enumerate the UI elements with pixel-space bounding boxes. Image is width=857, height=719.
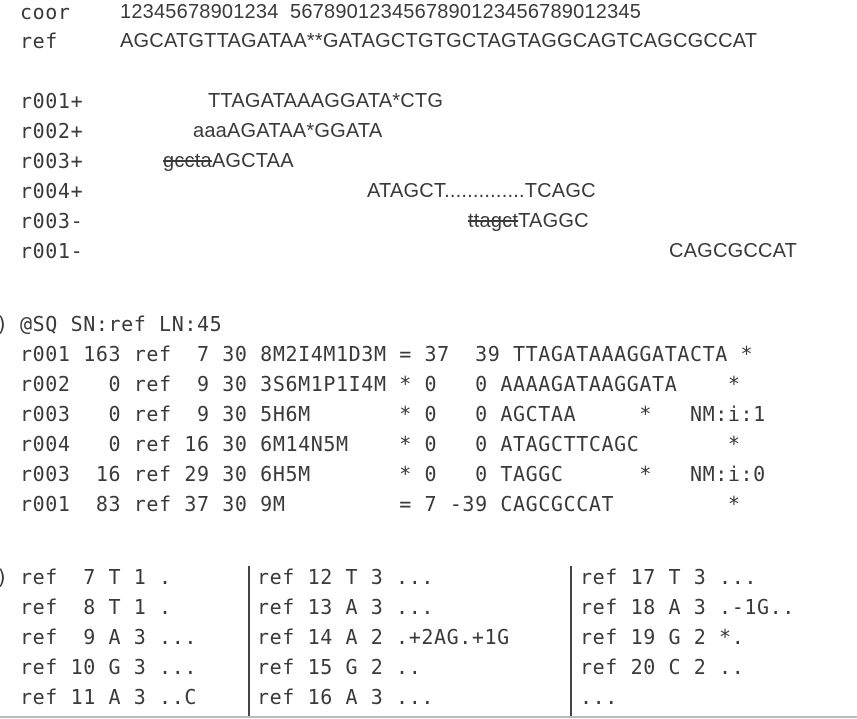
panel-marker: ) xyxy=(0,312,9,336)
sam-header: @SQ SN:ref LN:45 xyxy=(20,312,223,336)
pileup-row: ref 13 A 3 ... xyxy=(257,595,434,619)
coor-label: coor xyxy=(20,0,71,24)
bottom-divider xyxy=(0,716,857,718)
read-label: r004+ xyxy=(20,179,84,203)
column-divider xyxy=(570,566,572,716)
pileup-row: ref 8 T 1 . xyxy=(20,595,172,619)
pileup-row: ref 20 C 2 .. xyxy=(580,655,745,679)
read-label: r001- xyxy=(20,239,84,263)
sam-row: r001 163 ref 7 30 8M2I4M1D3M = 37 39 TTA… xyxy=(20,342,754,366)
pileup-row: ref 15 G 2 .. xyxy=(257,655,422,679)
pileup-row: ref 17 T 3 ... xyxy=(580,565,757,589)
read-sequence: gcctaAGCTAA xyxy=(163,149,294,173)
read-clipped: ttagct xyxy=(468,210,519,232)
read-clipped: gccta xyxy=(163,150,212,172)
read-aligned: TTAGATAAAGGATA*CTG xyxy=(208,90,444,112)
sam-row: r003 0 ref 9 30 5H6M * 0 0 AGCTAA * NM:i… xyxy=(20,402,766,426)
read-label: r003- xyxy=(20,209,84,233)
pileup-row: ref 10 G 3 ... xyxy=(20,655,197,679)
read-sequence: CAGCGCCAT xyxy=(669,239,797,263)
sam-row: r003 16 ref 29 30 6H5M * 0 0 TAGGC * NM:… xyxy=(20,462,766,486)
pileup-row: ref 11 A 3 ..C xyxy=(20,685,197,709)
pileup-row: ref 12 T 3 ... xyxy=(257,565,434,589)
read-sequence: aaaAGATAA*GGATA xyxy=(193,119,382,143)
pileup-row: ref 18 A 3 .-1G.. xyxy=(580,595,795,619)
ref-label: ref xyxy=(20,29,58,53)
coor-sequence: 12345678901234 5678901234567890123456789… xyxy=(120,1,642,23)
sam-row: r002 0 ref 9 30 3S6M1P1I4M * 0 0 AAAAGAT… xyxy=(20,372,741,396)
read-sequence: ttagctTAGGC xyxy=(468,209,589,233)
sam-row: r004 0 ref 16 30 6M14N5M * 0 0 ATAGCTTCA… xyxy=(20,432,741,456)
read-aligned: TAGGC xyxy=(518,210,589,232)
ref-sequence: AGCATGTTAGATAA**GATAGCTGTGCTAGTAGGCAGTCA… xyxy=(120,30,758,52)
pileup-row: ref 7 T 1 . xyxy=(20,565,172,589)
column-divider xyxy=(248,566,250,716)
read-label: r003+ xyxy=(20,149,84,173)
read-sequence: TTAGATAAAGGATA*CTG xyxy=(208,89,443,113)
pileup-row: ref 16 A 3 ... xyxy=(257,685,434,709)
read-label: r001+ xyxy=(20,89,84,113)
read-aligned: aaaAGATAA*GGATA xyxy=(193,120,383,142)
read-aligned: ATAGCT..............TCAGC xyxy=(367,180,596,202)
pileup-row: ref 14 A 2 .+2AG.+1G xyxy=(257,625,510,649)
pileup-row: ref 9 A 3 ... xyxy=(20,625,197,649)
sam-row: r001 83 ref 37 30 9M = 7 -39 CAGCGCCAT * xyxy=(20,492,741,516)
panel-marker: ) xyxy=(0,565,9,589)
pileup-row: ref 19 G 2 *. xyxy=(580,625,745,649)
read-label: r002+ xyxy=(20,119,84,143)
read-aligned: CAGCGCCAT xyxy=(669,240,798,262)
read-aligned: AGCTAA xyxy=(211,150,294,172)
read-sequence: ATAGCT..............TCAGC xyxy=(367,179,596,203)
pileup-row: ... xyxy=(580,685,618,709)
